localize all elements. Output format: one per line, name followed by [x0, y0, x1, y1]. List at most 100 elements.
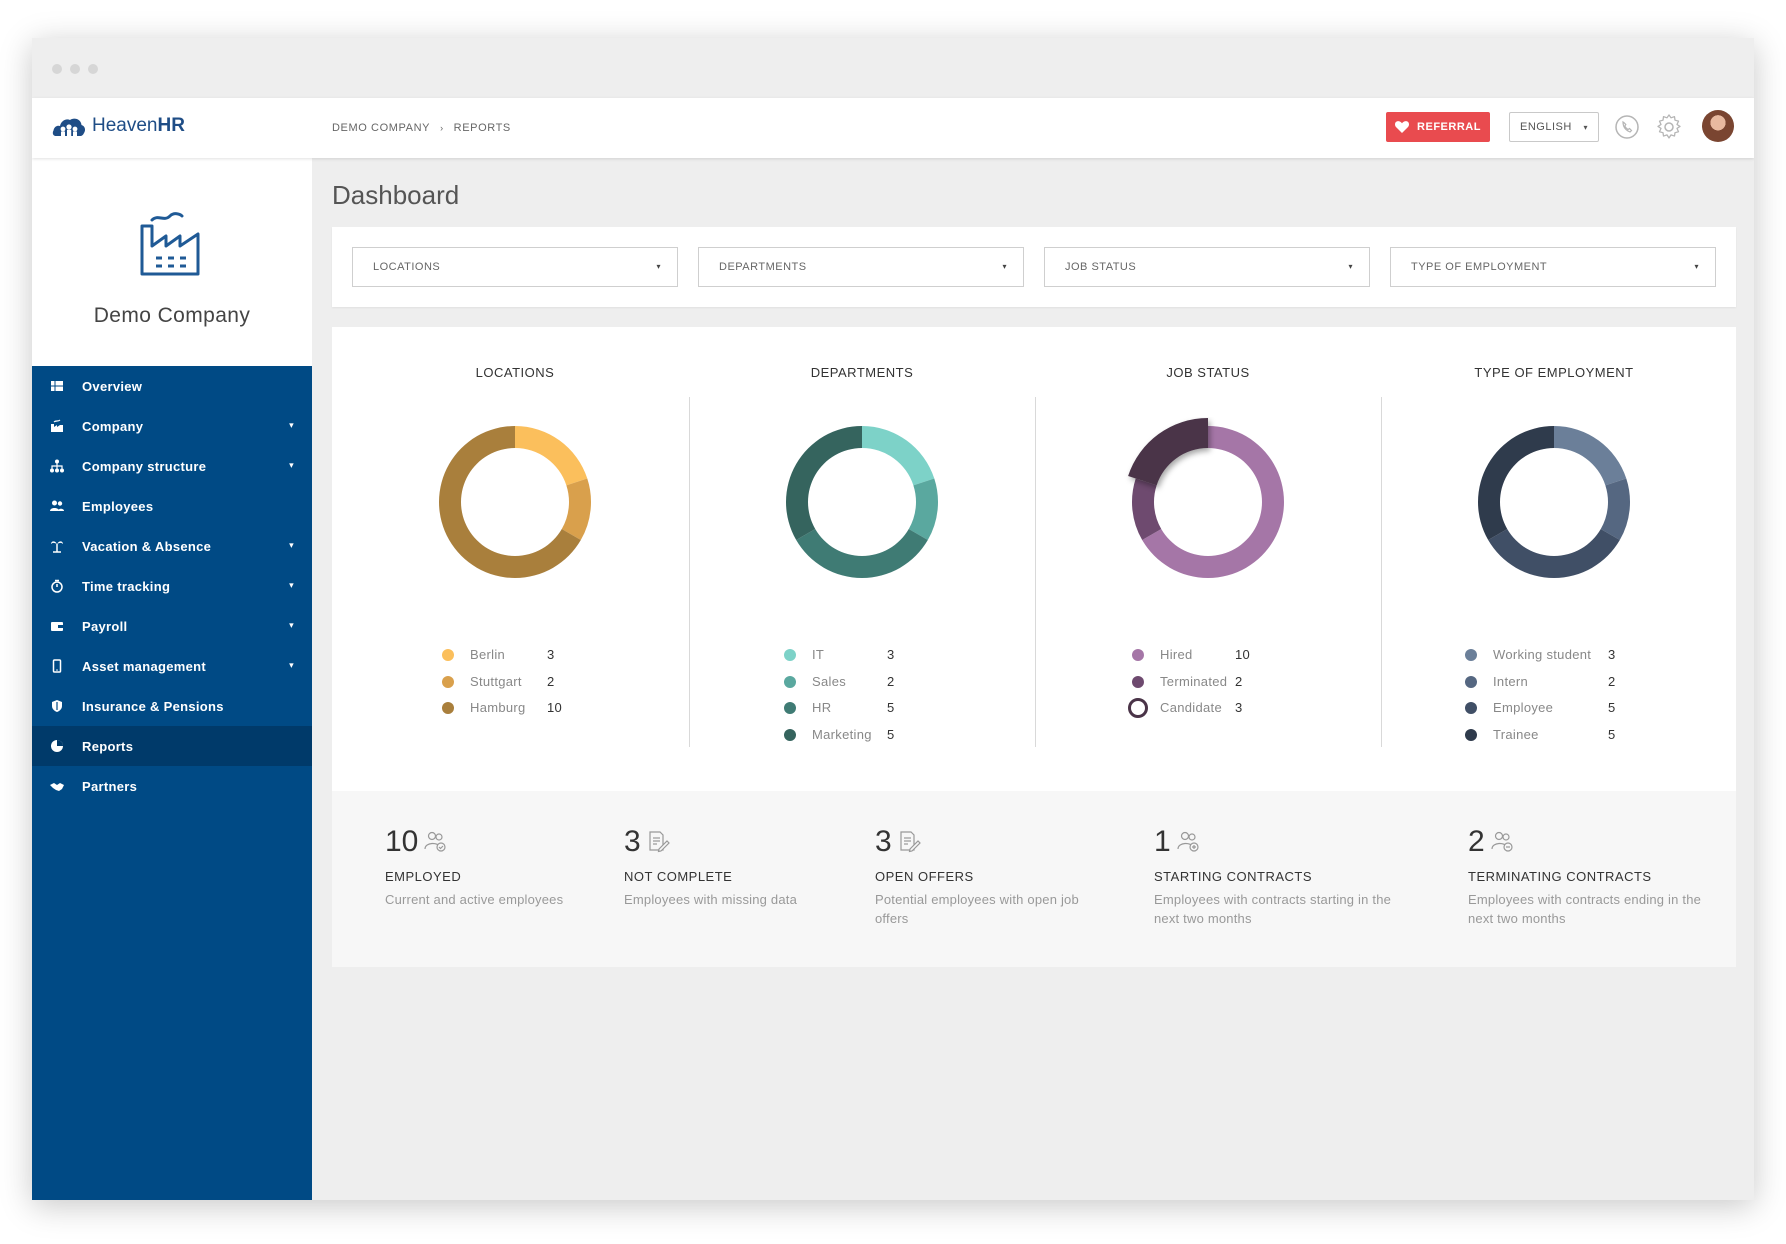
filter-departments-label: DEPARTMENTS	[719, 261, 807, 273]
legend-swatch	[1465, 728, 1477, 741]
window-minimize-dot[interactable]	[70, 64, 80, 74]
chevron-down-icon: ▾	[1583, 123, 1588, 132]
sidebar-nav: Overview Company ▾ Company structure ▾ Employ…	[32, 366, 312, 806]
donut-slice-hr[interactable]	[796, 529, 928, 578]
donut-slice-candidate[interactable]	[1128, 418, 1208, 486]
filter-type-of-employment[interactable]: TYPE OF EMPLOYMENT ▾	[1390, 247, 1716, 287]
chart-title: JOB STATUS	[1166, 365, 1250, 380]
legend-item[interactable]: Hamburg 10	[442, 698, 577, 718]
donut-slice-sales[interactable]	[908, 478, 938, 540]
factory-icon	[51, 419, 63, 432]
sidebar-item-label: Reports	[82, 738, 134, 754]
stat-number: 1	[1154, 825, 1171, 858]
language-value: ENGLISH	[1520, 121, 1572, 133]
stat-terminating-contracts[interactable]: 2 TERMINATING CONTRACTS Employees with con…	[1468, 825, 1708, 928]
donut-chart	[1128, 418, 1284, 578]
legend-value: 2	[1608, 673, 1616, 689]
legend-swatch	[784, 702, 796, 714]
language-select[interactable]: ENGLISH ▾	[1509, 112, 1599, 142]
stat-number: 10	[385, 825, 419, 858]
chevron-down-icon: ▾	[1348, 262, 1353, 271]
sidebar-item-label: Vacation & Absence	[82, 538, 212, 554]
stat-header: 3	[624, 825, 824, 859]
charts-panel: LOCATIONS Berlin 3 Stuttgart 2 Hamburg 10 DEPAR…	[332, 327, 1736, 791]
legend-label: Sales	[812, 673, 847, 689]
stat-open-offers[interactable]: 3 OPEN OFFERS Potential employees with ope…	[875, 825, 1105, 928]
sidebar-item-payroll[interactable]: Payroll ▾	[32, 606, 312, 646]
sidebar-item-partners[interactable]: Partners	[32, 766, 312, 806]
sidebar-item-insurance-pensions[interactable]: Insurance & Pensions	[32, 686, 312, 726]
donut-slice-terminated[interactable]	[1132, 478, 1162, 540]
stat-description: Potential employees with open job offers	[875, 892, 1079, 926]
legend-item[interactable]: Marketing 5	[784, 725, 917, 745]
chevron-down-icon[interactable]: ▾	[289, 540, 294, 550]
legend-swatch	[1465, 649, 1477, 661]
legend-item[interactable]: IT 3	[784, 645, 917, 665]
referral-button[interactable]: REFERRAL	[1386, 112, 1490, 142]
sidebar-item-label: Overview	[82, 378, 143, 394]
donut-slice-intern[interactable]	[1600, 478, 1630, 540]
people-icon	[50, 500, 64, 511]
legend-swatch	[784, 675, 796, 688]
sidebar-item-employees[interactable]: Employees	[32, 486, 312, 526]
avatar[interactable]	[1702, 110, 1734, 142]
logo[interactable]: HeavenHR	[52, 114, 185, 138]
donut-slice-it[interactable]	[862, 426, 935, 486]
donut-slice-berlin[interactable]	[515, 426, 588, 486]
stat-employed[interactable]: 10 EMPLOYED Current and active employees	[385, 825, 565, 909]
legend-item[interactable]: Employee 5	[1465, 698, 1638, 718]
gear-icon[interactable]	[1656, 114, 1682, 140]
legend-item[interactable]: Terminated 2	[1132, 672, 1265, 692]
legend-item[interactable]: Stuttgart 2	[442, 672, 577, 692]
sidebar-item-vacation-absence[interactable]: Vacation & Absence ▾	[32, 526, 312, 566]
donut-slice-employee[interactable]	[1488, 529, 1620, 578]
chevron-down-icon[interactable]: ▾	[289, 580, 294, 590]
window-close-dot[interactable]	[52, 64, 62, 74]
chevron-down-icon[interactable]: ▾	[289, 420, 294, 430]
sidebar-item-asset-management[interactable]: Asset management ▾	[32, 646, 312, 686]
stat-starting-contracts[interactable]: 1 STARTING CONTRACTS Employees with contra…	[1154, 825, 1394, 928]
donut-slice-hired[interactable]	[1142, 426, 1284, 578]
legend-swatch	[442, 702, 454, 714]
legend-item[interactable]: Candidate 3	[1128, 698, 1265, 718]
chart-divider	[1381, 397, 1382, 747]
filter-locations[interactable]: LOCATIONS ▾	[352, 247, 678, 287]
chevron-down-icon[interactable]: ▾	[289, 660, 294, 670]
legend-value: 3	[1235, 700, 1243, 715]
legend-item[interactable]: Hired 10	[1132, 645, 1265, 665]
legend-item[interactable]: Berlin 3	[442, 645, 577, 665]
donut-slice-stuttgart[interactable]	[561, 478, 591, 540]
sidebar-item-time-tracking[interactable]: Time tracking ▾	[32, 566, 312, 606]
donut-slice-marketing[interactable]	[786, 426, 862, 540]
stat-title: EMPLOYED	[385, 869, 462, 884]
handshake-icon	[50, 783, 64, 791]
donut-slice-trainee[interactable]	[1478, 426, 1554, 540]
legend-item[interactable]: Intern 2	[1465, 672, 1638, 692]
stat-not-complete[interactable]: 3 NOT COMPLETE Employees with missing data	[624, 825, 824, 909]
sidebar-item-label: Company structure	[82, 458, 207, 474]
chevron-down-icon[interactable]: ▾	[289, 460, 294, 470]
legend-item[interactable]: Working student 3	[1465, 645, 1638, 665]
legend-swatch	[1128, 698, 1148, 718]
people-minus-icon	[1491, 831, 1513, 852]
legend-item[interactable]: Sales 2	[784, 672, 917, 692]
chevron-down-icon[interactable]: ▾	[289, 620, 294, 630]
sidebar-item-reports[interactable]: Reports	[32, 726, 312, 766]
sidebar-item-label: Partners	[82, 778, 138, 794]
donut-slice-working-student[interactable]	[1554, 426, 1627, 486]
legend-item[interactable]: Trainee 5	[1465, 725, 1638, 745]
filter-job-status[interactable]: JOB STATUS ▾	[1044, 247, 1370, 287]
sidebar-item-overview[interactable]: Overview	[32, 366, 312, 406]
legend-swatch	[784, 649, 796, 661]
document-edit-icon	[900, 831, 921, 853]
filter-departments[interactable]: DEPARTMENTS ▾	[698, 247, 1024, 287]
window-maximize-dot[interactable]	[88, 64, 98, 74]
sidebar-item-company-structure[interactable]: Company structure ▾	[32, 446, 312, 486]
sidebar-item-company[interactable]: Company ▾	[32, 406, 312, 446]
stat-number: 3	[624, 825, 641, 858]
breadcrumb-item-company[interactable]: DEMO COMPANY	[332, 122, 431, 134]
phone-icon[interactable]	[1614, 114, 1640, 140]
breadcrumb-item-reports[interactable]: REPORTS	[453, 122, 511, 134]
donut-slice-hamburg[interactable]	[439, 426, 581, 578]
legend-item[interactable]: HR 5	[784, 698, 917, 718]
